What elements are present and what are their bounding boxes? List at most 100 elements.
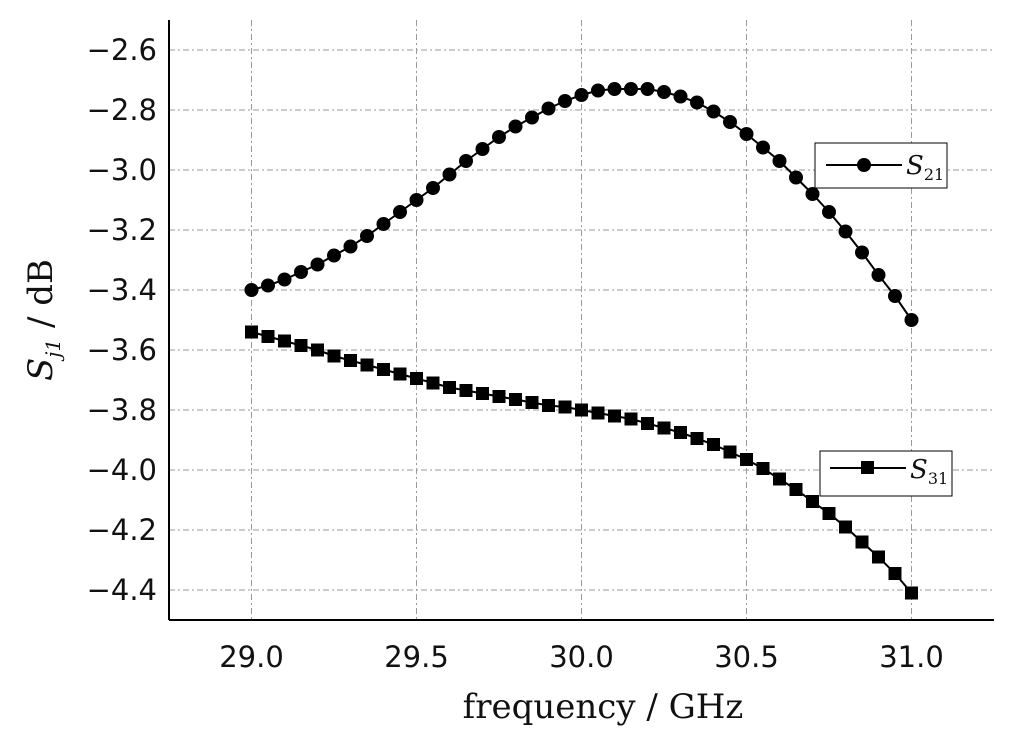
data-point-s31	[822, 507, 836, 520]
data-point-s21	[574, 88, 589, 102]
data-point-s21	[508, 119, 523, 134]
y-tick-labels: −2.6 −2.8 −3.0 −3.2 −3.4 −3.6 −3.8 −4.0 −4.2 −4.4	[87, 33, 157, 607]
y-axis-title-unit: / dB	[21, 259, 61, 339]
data-point-s31	[707, 438, 720, 451]
data-point-s31	[756, 462, 770, 475]
y-axis-title-symbol: S	[21, 358, 61, 381]
data-point-s21	[376, 217, 391, 231]
y-tick-label: −3.2	[87, 213, 157, 247]
data-point-s21	[723, 115, 737, 129]
data-point-s21	[343, 239, 358, 254]
data-point-s31	[410, 372, 423, 385]
grid-lines	[169, 20, 994, 620]
data-point-s21	[855, 245, 869, 260]
axes	[168, 20, 994, 621]
legend-s31: S31	[819, 450, 953, 497]
data-point-s31	[773, 472, 786, 486]
data-point-s31	[855, 535, 869, 549]
data-point-s21	[805, 187, 820, 201]
data-point-s21	[492, 130, 506, 144]
series-s31	[245, 325, 918, 600]
data-point-s31	[525, 396, 539, 409]
data-point-s31	[509, 393, 522, 406]
data-point-s21	[327, 248, 341, 263]
x-axis-title: frequency / GHz	[463, 687, 744, 727]
data-point-s31	[542, 399, 555, 412]
data-point-s31	[344, 354, 357, 367]
y-tick-label: −4.2	[87, 513, 157, 547]
data-point-s21	[657, 85, 671, 99]
x-tick-label: 30.5	[714, 640, 779, 674]
data-point-s31	[657, 421, 671, 435]
data-point-s31	[476, 387, 489, 400]
data-point-s31	[839, 520, 852, 534]
legend-s21-marker	[857, 158, 871, 172]
data-point-s31	[674, 426, 687, 439]
y-tick-label: −2.8	[87, 93, 157, 127]
data-point-s21	[591, 83, 605, 98]
data-point-s31	[492, 390, 506, 403]
data-point-s21	[261, 278, 275, 293]
y-axis-title-subscript: j1	[41, 339, 65, 362]
data-point-s31	[245, 325, 258, 339]
x-tick-labels: 29.0 29.5 30.0 30.5 31.0	[219, 640, 944, 674]
data-point-s31	[294, 339, 308, 352]
data-point-s21	[459, 154, 473, 168]
data-point-s21	[607, 82, 622, 96]
data-point-s21	[888, 289, 902, 303]
data-point-s31	[311, 343, 324, 357]
data-point-s31	[393, 367, 407, 381]
data-point-s31	[377, 363, 390, 376]
data-point-s31	[905, 586, 918, 600]
data-point-s31	[690, 432, 704, 445]
data-point-s31	[872, 550, 885, 564]
data-point-s21	[739, 127, 754, 141]
legend-s21: S21	[814, 142, 948, 189]
data-point-s31	[278, 334, 291, 348]
data-point-s21	[789, 170, 803, 185]
data-point-s21	[244, 283, 259, 297]
y-tick-label: −3.4	[87, 273, 157, 307]
data-point-s31	[426, 376, 440, 390]
series-layer	[244, 82, 919, 600]
x-tick-label: 31.0	[879, 640, 944, 674]
legend-s31-marker	[861, 461, 874, 474]
data-point-s31	[591, 406, 605, 420]
series-s21	[244, 82, 919, 327]
data-point-s31	[624, 412, 638, 426]
data-point-s21	[822, 205, 836, 219]
data-point-s21	[525, 110, 539, 125]
data-point-s31	[327, 349, 341, 363]
data-point-s21	[624, 82, 638, 96]
legend-s21-label: S21	[906, 151, 944, 184]
x-tick-label: 30.0	[549, 640, 614, 674]
y-tick-label: −3.8	[87, 393, 157, 427]
data-point-s21	[772, 154, 787, 168]
data-point-s21	[871, 268, 886, 282]
y-axis-title: Sj1 / dB	[21, 259, 65, 381]
x-tick-label: 29.5	[384, 640, 449, 674]
data-point-s31	[723, 445, 737, 459]
data-point-s21	[673, 89, 688, 104]
data-point-s31	[888, 567, 902, 580]
y-tick-label: −4.4	[87, 573, 157, 607]
data-point-s31	[261, 330, 275, 343]
data-point-s31	[608, 409, 621, 423]
y-tick-label: −3.0	[87, 153, 157, 187]
data-point-s31	[641, 417, 654, 430]
data-point-s21	[426, 181, 440, 195]
data-point-s21	[475, 142, 490, 156]
y-tick-label: −4.0	[87, 453, 157, 487]
data-point-s31	[443, 381, 456, 394]
data-point-s21	[409, 193, 424, 207]
data-point-s21	[706, 104, 721, 119]
data-point-s21	[558, 94, 572, 108]
legend-s31-label: S31	[910, 455, 948, 488]
data-point-s21	[690, 95, 704, 110]
y-tick-label: −3.6	[87, 333, 157, 367]
data-point-s31	[459, 384, 473, 397]
data-point-s21	[310, 257, 325, 272]
data-point-s21	[640, 82, 655, 96]
data-point-s21	[838, 224, 853, 239]
data-point-s21	[277, 272, 292, 287]
